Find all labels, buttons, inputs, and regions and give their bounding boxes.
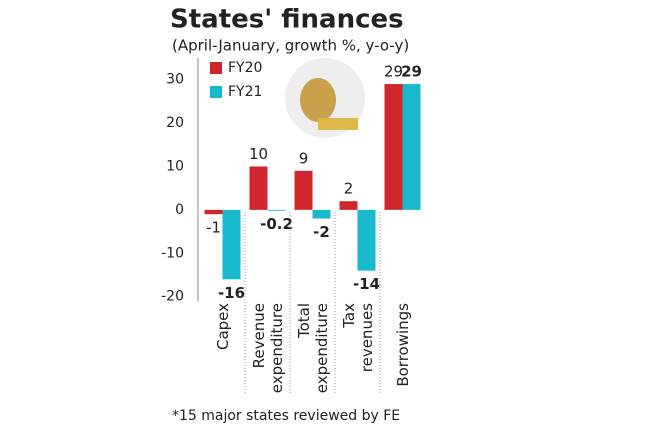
bar: [357, 209, 376, 271]
bar: [222, 209, 241, 280]
bar: [294, 170, 313, 210]
legend-swatch: [210, 62, 222, 74]
value-label: 2: [344, 180, 354, 198]
value-label: 29: [384, 63, 403, 81]
x-tick-label: Tax revenues: [339, 303, 376, 373]
y-tick-label: 20: [166, 115, 184, 131]
chart-title: States' finances: [170, 5, 404, 35]
legend-swatch: [210, 86, 222, 98]
gold-bar: [318, 118, 358, 130]
value-label: 10: [249, 145, 268, 163]
x-tick-label: Borrowings: [393, 303, 412, 387]
footnote: *15 major states reviewed by FE: [172, 408, 400, 424]
bar: [204, 209, 223, 215]
y-tick-label: -10: [161, 245, 184, 261]
y-tick-label: 0: [175, 202, 184, 218]
bar: [339, 201, 358, 210]
value-label: 29: [401, 63, 422, 81]
legend-label: FY21: [228, 84, 262, 100]
y-tick-label: 30: [166, 72, 184, 88]
y-tick-label: -20: [161, 289, 184, 305]
x-tick-label: Capex: [213, 303, 232, 351]
value-label: -2: [313, 223, 330, 241]
x-tick-label: Revenue expenditure: [249, 303, 286, 394]
value-label: 9: [299, 149, 309, 167]
value-label: -1: [206, 219, 221, 237]
bar: [402, 84, 421, 210]
x-tick-label: Total expenditure: [294, 303, 331, 394]
bar: [384, 84, 403, 210]
bar: [312, 209, 331, 219]
bar: [267, 209, 286, 211]
value-label: -14: [353, 275, 380, 293]
chart-subtitle: (April-January, growth %, y-o-y): [172, 37, 409, 55]
value-label: -16: [218, 284, 245, 302]
bar: [249, 166, 268, 210]
value-label: -0.2: [260, 215, 293, 233]
legend-label: FY20: [228, 60, 262, 76]
money-bag: [300, 78, 336, 122]
y-tick-label: 10: [166, 158, 184, 174]
